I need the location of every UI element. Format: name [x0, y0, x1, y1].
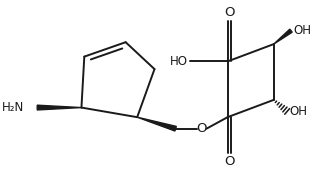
Text: H₂N: H₂N: [2, 101, 24, 114]
Text: HO: HO: [170, 55, 188, 68]
Polygon shape: [37, 105, 82, 110]
Polygon shape: [137, 117, 176, 131]
Polygon shape: [274, 29, 292, 44]
Text: O: O: [196, 122, 207, 135]
Text: O: O: [224, 6, 235, 19]
Text: O: O: [224, 155, 235, 168]
Text: OH: OH: [293, 24, 311, 37]
Text: OH: OH: [289, 105, 307, 118]
